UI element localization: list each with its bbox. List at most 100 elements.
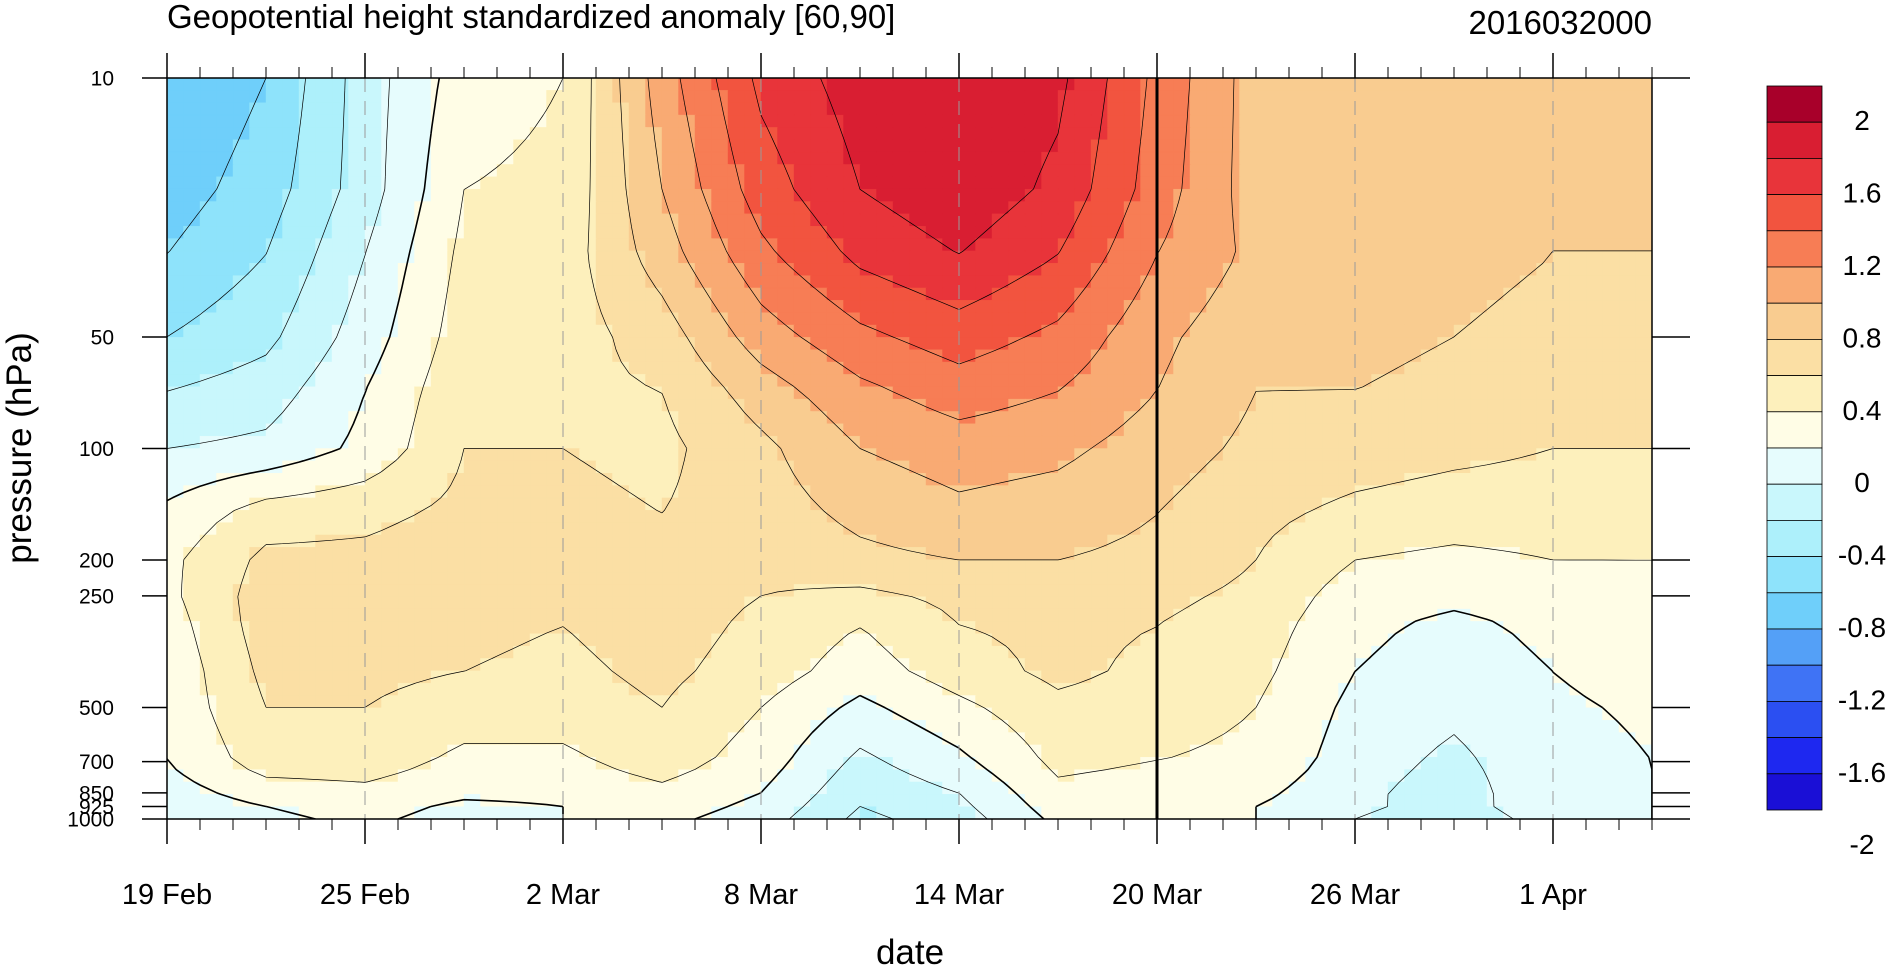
- contour-cell: [1338, 78, 1356, 92]
- contour-cell: [1272, 559, 1290, 573]
- contour-cell: [463, 744, 482, 759]
- contour-cell: [1371, 571, 1389, 586]
- contour-cell: [1156, 682, 1175, 697]
- contour-cell: [1486, 386, 1505, 401]
- contour-cell: [183, 312, 201, 326]
- contour-cell: [1453, 275, 1472, 289]
- contour-cell: [1354, 707, 1373, 722]
- contour-cell: [1354, 559, 1373, 573]
- contour-cell: [546, 608, 564, 623]
- contour-cell: [546, 510, 564, 524]
- contour-cell: [628, 584, 647, 598]
- contour-cell: [1239, 188, 1257, 203]
- contour-cell: [876, 423, 894, 438]
- contour-cell: [694, 720, 713, 734]
- contour-cell: [397, 658, 416, 672]
- contour-cell: [199, 398, 218, 413]
- contour-cell: [645, 670, 663, 685]
- contour-cell: [1239, 633, 1257, 648]
- contour-cell: [529, 510, 548, 524]
- contour-cell: [430, 90, 449, 104]
- contour-cell: [1074, 398, 1092, 413]
- contour-cell: [876, 201, 894, 215]
- contour-cell: [546, 275, 564, 289]
- contour-cell: [1239, 238, 1257, 252]
- contour-cell: [249, 213, 267, 228]
- contour-cell: [562, 720, 581, 734]
- contour-cell: [876, 188, 894, 203]
- contour-cell: [760, 621, 779, 635]
- contour-cell: [1420, 176, 1439, 191]
- contour-cell: [1404, 534, 1422, 549]
- contour-cell: [480, 398, 498, 413]
- contour-cell: [876, 695, 894, 709]
- contour-cell: [348, 547, 366, 561]
- contour-cell: [1288, 213, 1307, 228]
- contour-cell: [414, 522, 432, 536]
- contour-cell: [1420, 78, 1439, 92]
- contour-cell: [216, 435, 234, 450]
- contour-cell: [579, 275, 597, 289]
- contour-cell: [942, 485, 960, 499]
- contour-cell: [1255, 188, 1274, 203]
- contour-cell: [1140, 287, 1158, 302]
- contour-cell: [298, 337, 317, 351]
- contour-cell: [579, 460, 597, 475]
- contour-cell: [1437, 633, 1455, 648]
- contour-cell: [1272, 114, 1290, 129]
- contour-cell: [1437, 670, 1455, 685]
- contour-cell: [430, 695, 449, 709]
- contour-cell: [595, 584, 614, 598]
- contour-cell: [1536, 485, 1554, 499]
- contour-cell: [1090, 225, 1109, 240]
- contour-cell: [760, 275, 779, 289]
- contour-cell: [1486, 238, 1505, 252]
- contour-cell: [199, 275, 218, 289]
- contour-cell: [1140, 485, 1158, 499]
- contour-cell: [1239, 398, 1257, 413]
- contour-cell: [1041, 522, 1059, 536]
- contour-cell: [1536, 151, 1554, 166]
- contour-cell: [1305, 460, 1323, 475]
- contour-cell: [1519, 534, 1538, 549]
- contour-cell: [843, 164, 861, 178]
- contour-cell: [727, 423, 746, 438]
- contour-cell: [1552, 510, 1571, 524]
- contour-cell: [1585, 485, 1604, 499]
- contour-cell: [562, 324, 581, 339]
- contour-cell: [1552, 386, 1571, 401]
- contour-cell: [1371, 127, 1389, 141]
- contour-cell: [1272, 188, 1290, 203]
- contour-cell: [1552, 349, 1571, 363]
- contour-cell: [232, 534, 251, 549]
- contour-cell: [793, 682, 812, 697]
- contour-cell: [1371, 448, 1389, 462]
- contour-cell: [1404, 324, 1422, 339]
- contour-cell: [826, 188, 845, 203]
- contour-cell: [711, 337, 729, 351]
- contour-cell: [859, 571, 878, 586]
- contour-cell: [1272, 324, 1290, 339]
- contour-cell: [447, 213, 465, 228]
- contour-cell: [727, 201, 746, 215]
- contour-cell: [562, 287, 581, 302]
- contour-cell: [216, 497, 234, 512]
- contour-cell: [843, 300, 861, 314]
- contour-cell: [447, 757, 465, 771]
- contour-cell: [513, 658, 531, 672]
- contour-cell: [1387, 645, 1406, 660]
- contour-cell: [546, 90, 564, 104]
- contour-cell: [529, 707, 548, 722]
- contour-cell: [1206, 411, 1224, 425]
- contour-cell: [1239, 473, 1257, 487]
- contour-cell: [1239, 139, 1257, 154]
- contour-cell: [744, 102, 762, 116]
- contour-cell: [315, 176, 333, 191]
- contour-cell: [579, 90, 597, 104]
- contour-cell: [1519, 386, 1538, 401]
- contour-cell: [975, 275, 993, 289]
- contour-cell: [1552, 423, 1571, 438]
- contour-cell: [942, 78, 960, 92]
- contour-cell: [777, 559, 795, 573]
- contour-cell: [1635, 127, 1652, 141]
